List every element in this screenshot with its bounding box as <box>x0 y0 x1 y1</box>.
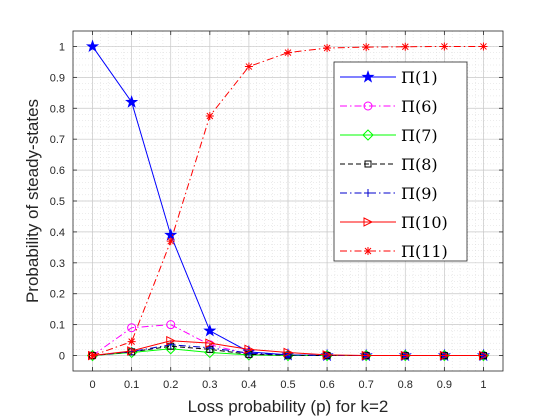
series-layer <box>85 39 491 362</box>
y-axis-title: Probability of steady-states <box>23 99 42 303</box>
data-point <box>166 340 175 349</box>
data-point <box>361 350 372 361</box>
data-point <box>166 335 176 346</box>
data-point <box>127 323 137 333</box>
legend-label: Π(8) <box>401 155 438 174</box>
legend-marker <box>362 129 374 141</box>
data-point <box>322 350 333 360</box>
legend-label: Π(11) <box>401 242 448 261</box>
x-tick-label: 0.6 <box>319 379 334 391</box>
legend-box <box>333 61 468 262</box>
data-point <box>166 237 175 246</box>
legend-label: Π(9) <box>401 184 438 203</box>
legend-marker <box>363 217 374 227</box>
legend-label: Π(6) <box>401 97 438 116</box>
x-tick-label: 1 <box>480 379 486 391</box>
data-point <box>205 112 214 120</box>
y-tick-label: 0.6 <box>50 165 65 177</box>
x-tick-label: 0.5 <box>280 379 295 391</box>
legend-marker <box>363 101 373 111</box>
x-tick-label: 0.3 <box>202 379 217 391</box>
data-point <box>244 344 255 355</box>
y-tick-label: 0.5 <box>50 196 65 208</box>
data-point <box>244 62 253 71</box>
x-tick-label: 0 <box>89 379 95 391</box>
data-point <box>205 338 215 348</box>
data-point <box>125 95 139 108</box>
data-point <box>478 350 489 361</box>
data-point <box>283 347 294 358</box>
y-tick-label: 1 <box>59 41 65 53</box>
data-point <box>440 42 449 51</box>
data-point <box>401 42 410 51</box>
x-tick-label: 0.1 <box>124 379 139 391</box>
x-axis-title: Loss probability (p) for k=2 <box>188 397 389 416</box>
y-tick-label: 0.7 <box>50 134 65 146</box>
x-tick-label: 0.4 <box>241 379 256 391</box>
x-tick-label: 0.9 <box>437 379 452 391</box>
legend-label: Π(10) <box>401 213 448 232</box>
data-point <box>127 337 136 346</box>
data-point <box>479 42 488 51</box>
data-point <box>127 346 137 356</box>
x-tick-label: 0.8 <box>398 379 413 391</box>
data-point <box>85 39 100 53</box>
data-point <box>323 44 332 52</box>
y-tick-label: 0.4 <box>50 227 65 239</box>
data-point <box>88 351 97 360</box>
y-tick-label: 0 <box>59 351 65 363</box>
y-tick-label: 0.1 <box>50 320 65 332</box>
legend-marker <box>364 247 372 255</box>
legend-label: Π(1) <box>401 68 438 87</box>
legend-label: Π(7) <box>401 126 438 145</box>
data-point <box>203 323 217 337</box>
ticks: 0 0.1 0.2 0.3 0.4 0.5 0.6 0.7 0.8 0.9 1 0 0.1 0.2 0.3 0… <box>50 31 503 391</box>
legend-marker <box>364 160 372 168</box>
data-point <box>166 320 176 330</box>
y-tick-label: 0.8 <box>50 103 65 115</box>
data-point <box>400 350 411 361</box>
data-point <box>439 350 450 361</box>
legend-marker <box>364 189 372 197</box>
legend: Π(1) Π(6) Π(7) Π(8) Π(9) Π(10) Π(11) <box>333 61 468 262</box>
series-line <box>92 340 484 357</box>
series-line <box>92 324 484 357</box>
x-tick-label: 0.7 <box>359 379 374 391</box>
x-tick-label: 0.2 <box>163 379 178 391</box>
data-point <box>362 43 371 52</box>
y-tick-label: 0.3 <box>50 258 65 270</box>
y-tick-label: 0.9 <box>50 72 65 84</box>
legend-marker <box>361 70 375 83</box>
y-tick-label: 0.2 <box>50 289 65 301</box>
series-7 <box>88 42 488 360</box>
data-point <box>284 48 292 57</box>
